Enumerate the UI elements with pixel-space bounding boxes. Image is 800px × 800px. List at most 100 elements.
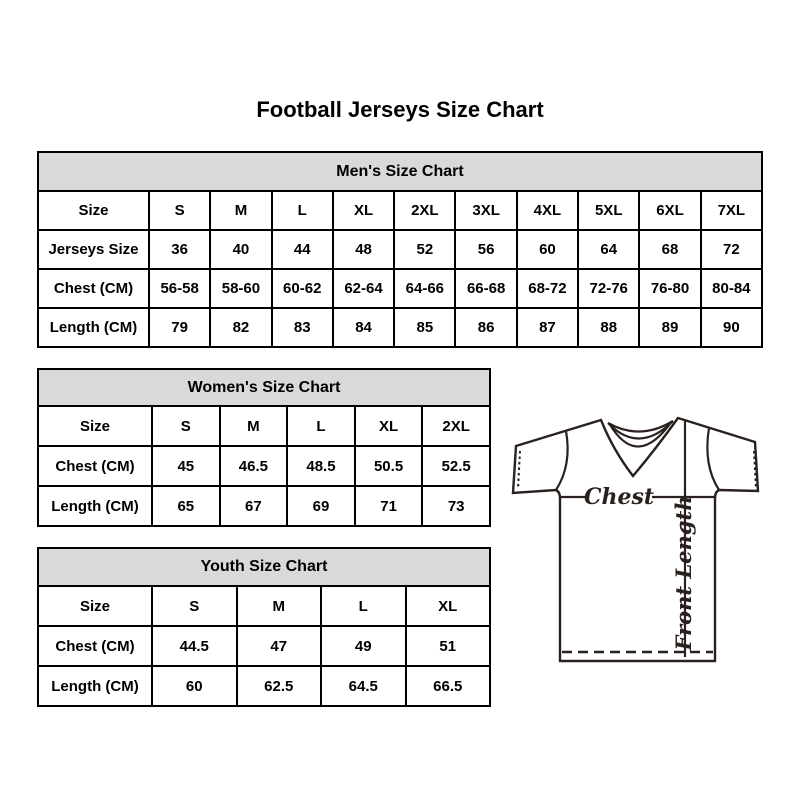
size-value-cell: 46.5 bbox=[218, 445, 289, 487]
size-value-cell: 5XL bbox=[577, 190, 641, 231]
row-label-cell: Chest (CM) bbox=[37, 268, 150, 309]
size-value-cell: 50.5 bbox=[353, 445, 424, 487]
size-value-cell: 67 bbox=[218, 485, 289, 527]
size-value-cell: 66.5 bbox=[404, 665, 491, 707]
size-value-cell: 60-62 bbox=[270, 268, 334, 309]
table-row: Length (CM) 79 82 83 84 85 86 87 88 89 90 bbox=[37, 307, 764, 348]
size-value-cell: XL bbox=[404, 585, 491, 627]
size-value-cell: M bbox=[218, 405, 289, 447]
right-sleeve-seam bbox=[706, 427, 720, 491]
collar-rib-inner-icon bbox=[608, 420, 673, 448]
size-value-cell: 68-72 bbox=[515, 268, 580, 309]
jersey-outline bbox=[511, 416, 760, 663]
size-value-cell: 51 bbox=[404, 625, 491, 667]
size-value-cell: 66-68 bbox=[454, 268, 518, 309]
size-value-cell: XL bbox=[331, 190, 396, 231]
size-value-cell: L bbox=[286, 405, 356, 447]
table-row: Chest (CM) 44.5 47 49 51 bbox=[37, 625, 491, 667]
size-value-cell: 2XL bbox=[393, 190, 457, 231]
size-value-cell: 48.5 bbox=[286, 445, 356, 487]
size-value-cell: 2XL bbox=[421, 405, 491, 447]
size-value-cell: 65 bbox=[151, 485, 221, 527]
row-label-cell: Chest (CM) bbox=[37, 625, 153, 667]
page-title: Football Jerseys Size Chart bbox=[256, 97, 544, 122]
table-row: Size S M L XL 2XL bbox=[37, 405, 491, 447]
size-value-cell: 64-66 bbox=[393, 268, 457, 309]
size-value-cell: 45 bbox=[151, 445, 221, 487]
size-value-cell: L bbox=[270, 190, 334, 231]
table-title: Men's Size Chart bbox=[37, 151, 763, 192]
size-value-cell: 58-60 bbox=[209, 268, 273, 309]
row-label-cell: Length (CM) bbox=[37, 307, 150, 348]
size-value-cell: 49 bbox=[320, 625, 407, 667]
size-value-cell: 87 bbox=[515, 307, 580, 348]
size-value-cell: S bbox=[151, 585, 238, 627]
table-row: Length (CM) 60 62.5 64.5 66.5 bbox=[37, 665, 491, 707]
size-value-cell: 4XL bbox=[515, 190, 580, 231]
size-value-cell: 44.5 bbox=[151, 625, 238, 667]
size-value-cell: 44 bbox=[270, 229, 334, 270]
chest-measure-label: Chest bbox=[584, 484, 654, 510]
size-value-cell: S bbox=[147, 190, 212, 231]
size-value-cell: 62.5 bbox=[235, 665, 322, 707]
left-cuff-stitch bbox=[517, 450, 521, 490]
size-value-cell: 89 bbox=[638, 307, 702, 348]
size-value-cell: 56 bbox=[454, 229, 518, 270]
size-value-cell: 64 bbox=[577, 229, 641, 270]
size-value-cell: 62-64 bbox=[331, 268, 396, 309]
size-value-cell: 84 bbox=[331, 307, 396, 348]
size-value-cell: 72 bbox=[699, 229, 764, 270]
left-sleeve-seam bbox=[555, 430, 569, 491]
size-value-cell: 83 bbox=[270, 307, 334, 348]
size-value-cell: 60 bbox=[151, 665, 238, 707]
size-value-cell: 60 bbox=[515, 229, 580, 270]
size-value-cell: 56-58 bbox=[147, 268, 212, 309]
size-value-cell: 76-80 bbox=[638, 268, 702, 309]
mens-size-chart-table: Men's Size Chart Size S M L XL 2XL 3XL 4XL 5XL 6XL… bbox=[37, 151, 764, 348]
size-value-cell: 3XL bbox=[454, 190, 518, 231]
size-value-cell: 68 bbox=[638, 229, 702, 270]
youth-size-chart-table: Youth Size Chart Size S M L XL Chest (CM) 44.5 4… bbox=[37, 547, 491, 707]
size-value-cell: 79 bbox=[147, 307, 212, 348]
size-value-cell: 48 bbox=[331, 229, 396, 270]
size-value-cell: M bbox=[235, 585, 322, 627]
row-label-cell: Length (CM) bbox=[37, 485, 153, 527]
size-value-cell: 85 bbox=[393, 307, 457, 348]
row-label-cell: Chest (CM) bbox=[37, 445, 153, 487]
front-length-measure-label: Front Length bbox=[671, 496, 696, 652]
table-title: Youth Size Chart bbox=[37, 547, 491, 587]
size-value-cell: 64.5 bbox=[320, 665, 407, 707]
table-row: Size S M L XL bbox=[37, 585, 491, 627]
row-label-cell: Size bbox=[37, 190, 150, 231]
size-value-cell: 69 bbox=[286, 485, 356, 527]
size-value-cell: 47 bbox=[235, 625, 322, 667]
size-value-cell: 86 bbox=[454, 307, 518, 348]
table-row: Size S M L XL 2XL 3XL 4XL 5XL 6XL 7XL bbox=[37, 190, 764, 231]
size-value-cell: 82 bbox=[209, 307, 273, 348]
collar-rib-top-icon bbox=[607, 420, 674, 433]
size-value-cell: 80-84 bbox=[699, 268, 764, 309]
size-value-cell: 72-76 bbox=[577, 268, 641, 309]
size-value-cell: 6XL bbox=[638, 190, 702, 231]
jersey-measurement-diagram: Chest Front Length bbox=[511, 416, 760, 663]
size-value-cell: 52 bbox=[393, 229, 457, 270]
row-label-cell: Length (CM) bbox=[37, 665, 153, 707]
size-value-cell: 88 bbox=[577, 307, 641, 348]
size-value-cell: XL bbox=[353, 405, 424, 447]
womens-size-chart-table: Women's Size Chart Size S M L XL 2XL Chest (CM)… bbox=[37, 368, 491, 527]
size-value-cell: S bbox=[151, 405, 221, 447]
size-value-cell: 52.5 bbox=[421, 445, 491, 487]
table-row: Jerseys Size 36 40 44 48 52 56 60 64 68 72 bbox=[37, 229, 764, 270]
size-value-cell: 71 bbox=[353, 485, 424, 527]
row-label-cell: Jerseys Size bbox=[37, 229, 150, 270]
size-value-cell: 90 bbox=[699, 307, 764, 348]
size-value-cell: M bbox=[209, 190, 273, 231]
row-label-cell: Size bbox=[37, 585, 153, 627]
size-value-cell: 36 bbox=[147, 229, 212, 270]
size-value-cell: L bbox=[320, 585, 407, 627]
right-cuff-stitch bbox=[753, 450, 757, 490]
row-label-cell: Size bbox=[37, 405, 153, 447]
size-value-cell: 40 bbox=[209, 229, 273, 270]
size-value-cell: 7XL bbox=[699, 190, 764, 231]
table-title: Women's Size Chart bbox=[37, 368, 491, 407]
